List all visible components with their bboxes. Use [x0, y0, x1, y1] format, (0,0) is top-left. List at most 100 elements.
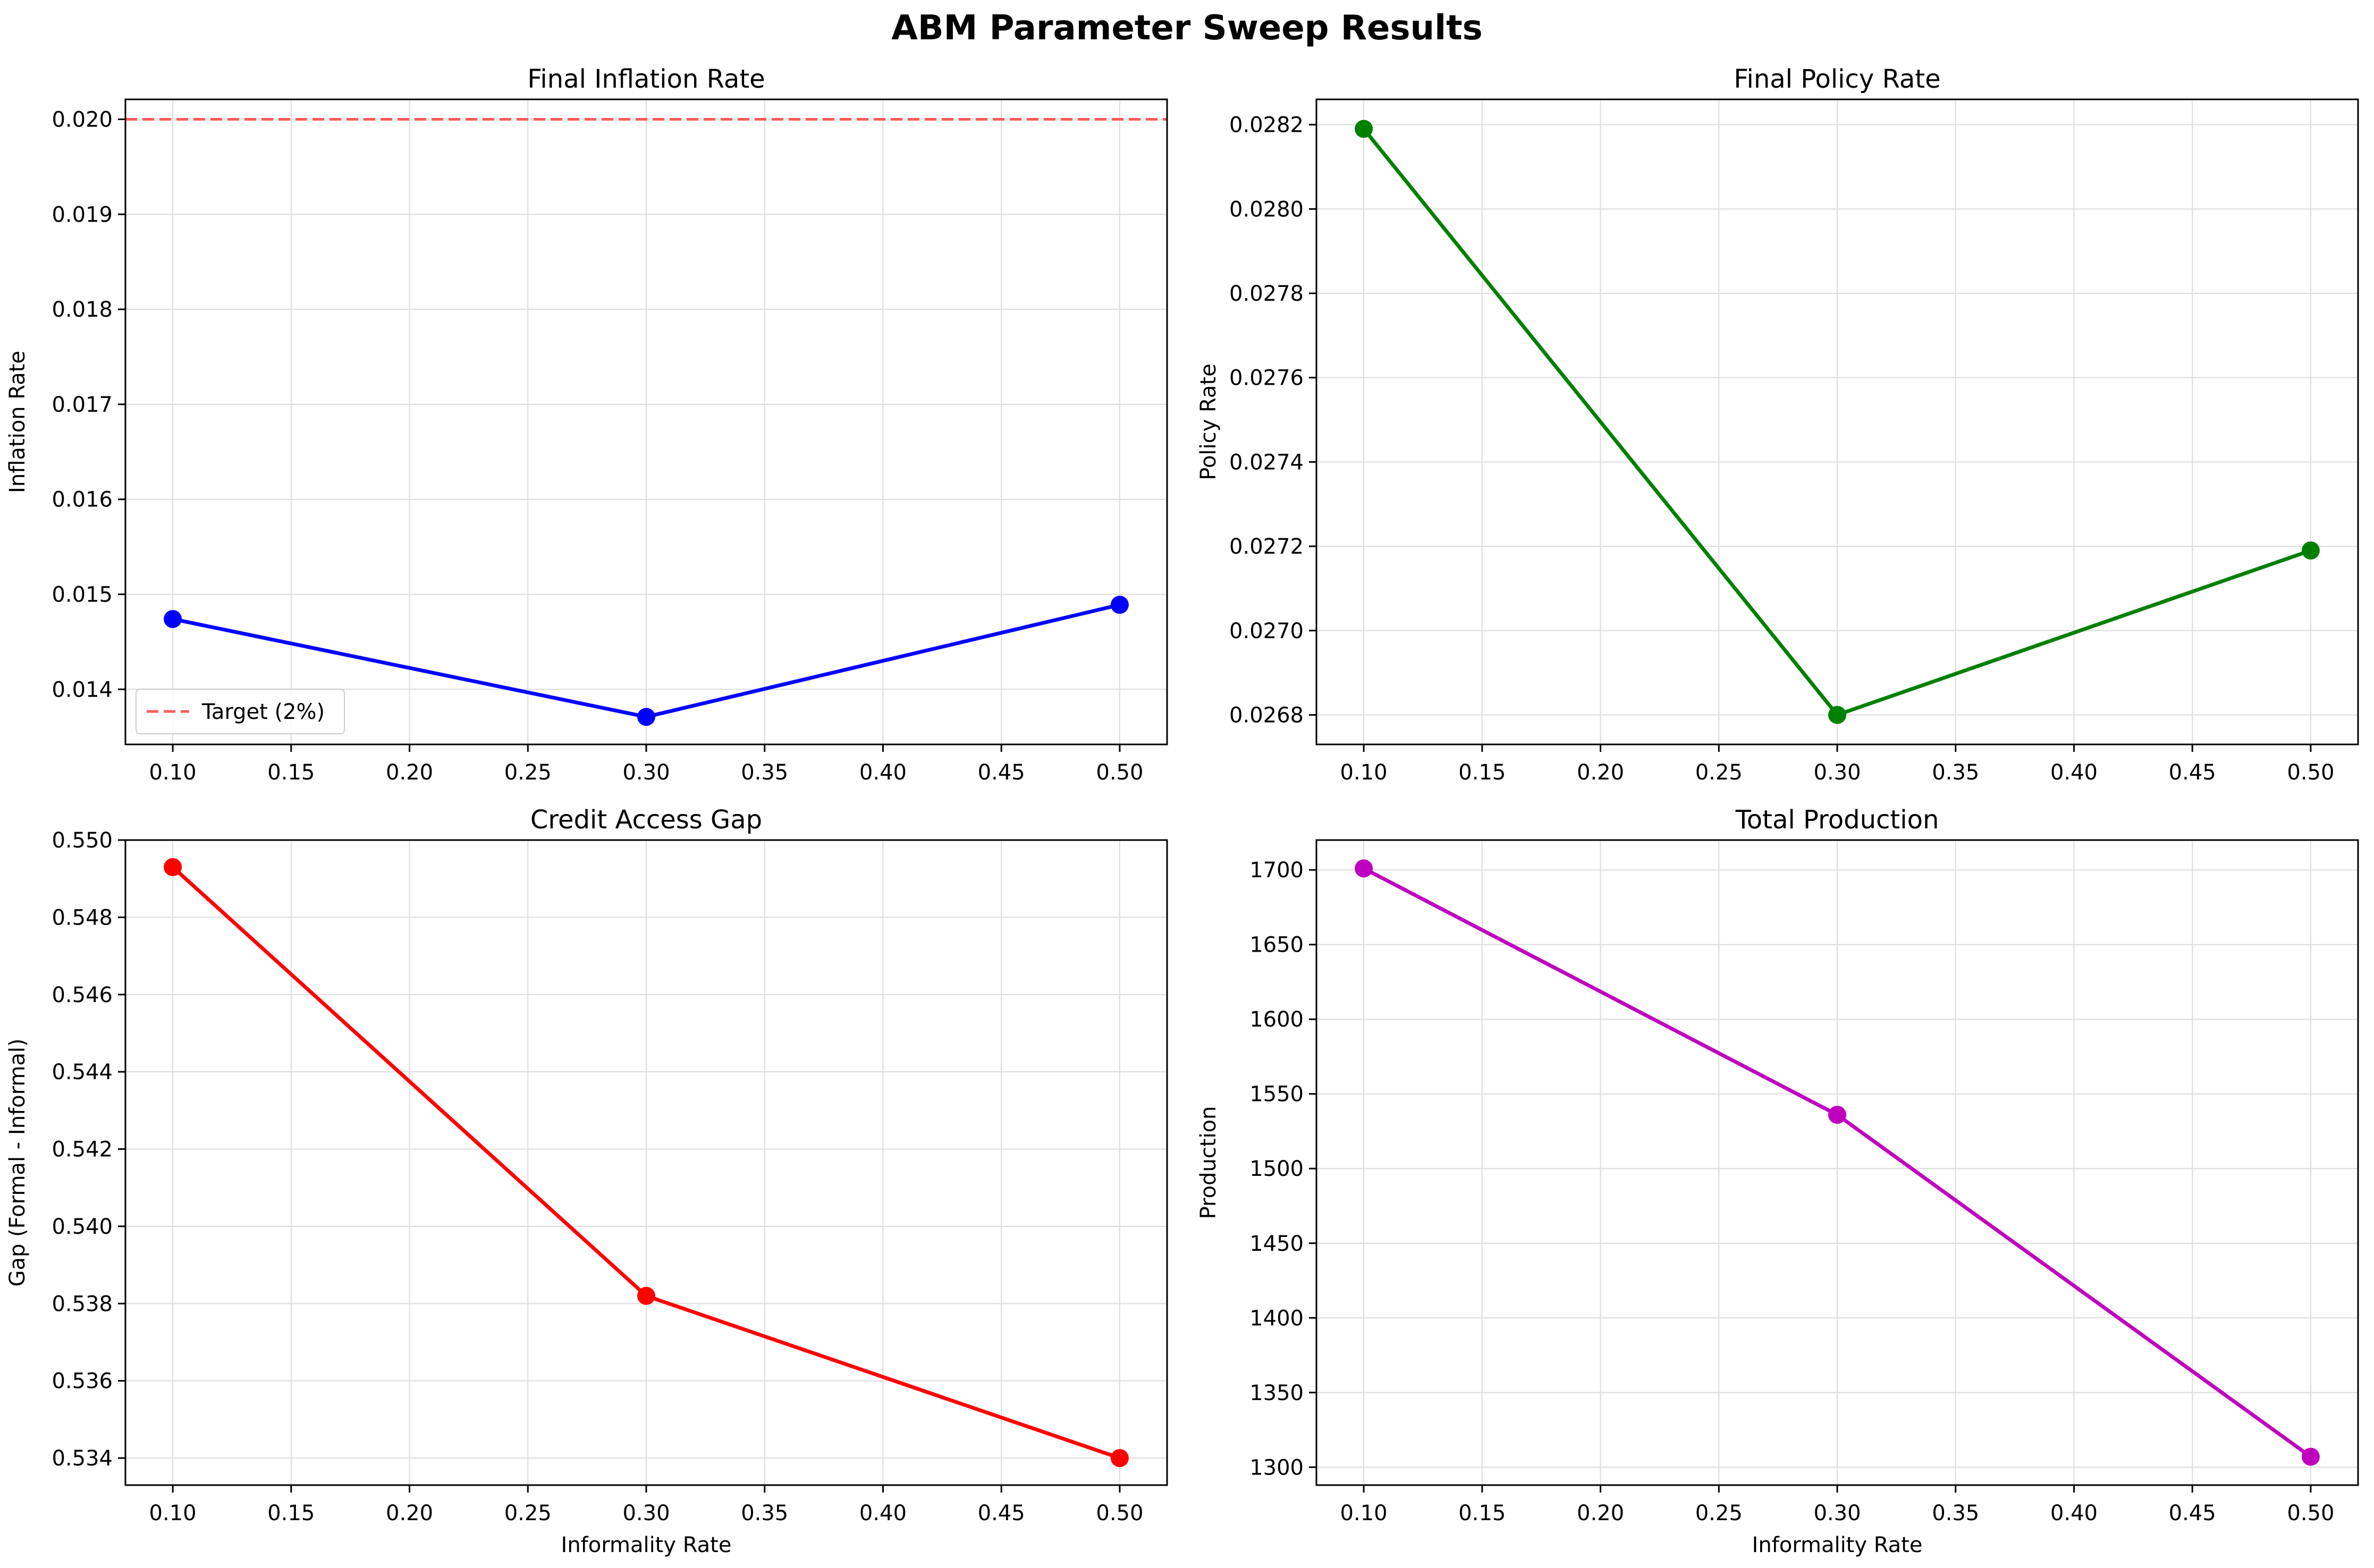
- subplot-4-x-axis-label: Informality Rate: [1752, 1533, 1923, 1557]
- subplot-4-title: Total Production: [1735, 805, 1939, 835]
- subplot-1-data-point: [637, 708, 655, 726]
- subplot-3-x-tick-label: 0.25: [504, 1501, 552, 1525]
- subplot-1-legend-label: Target (2%): [201, 700, 325, 724]
- subplot-3-y-tick-label: 0.550: [52, 828, 113, 853]
- subplot-3-y-tick-label: 0.542: [52, 1138, 113, 1162]
- subplot-2-y-tick-label: 0.0272: [1229, 535, 1304, 559]
- subplot-4-x-tick-label: 0.25: [1695, 1501, 1743, 1525]
- subplot-4-y-tick-label: 1500: [1249, 1157, 1304, 1181]
- subplot-3-x-tick-label: 0.20: [386, 1501, 433, 1525]
- subplot-4-x-tick-label: 0.15: [1458, 1501, 1506, 1525]
- subplot-1-y-tick-label: 0.015: [52, 583, 113, 607]
- subplot-3-y-tick-label: 0.548: [52, 905, 113, 930]
- subplot-3-x-tick-label: 0.40: [859, 1501, 907, 1525]
- subplot-4-y-tick-label: 1550: [1249, 1082, 1304, 1107]
- subplot-1-x-tick-label: 0.15: [267, 760, 315, 785]
- subplot-2-y-axis-label: Policy Rate: [1196, 363, 1221, 480]
- subplot-2-y-tick-label: 0.0278: [1229, 282, 1304, 306]
- subplot-3-x-tick-label: 0.35: [741, 1501, 788, 1525]
- subplot-2-x-tick-label: 0.20: [1577, 760, 1624, 785]
- subplot-1-data-point: [1110, 596, 1129, 614]
- subplot-1-x-tick-label: 0.30: [622, 760, 670, 785]
- subplot-2-y-tick-label: 0.0280: [1229, 197, 1304, 222]
- subplot-3-data-point: [1110, 1449, 1129, 1468]
- subplot-4-data-point: [2301, 1447, 2320, 1466]
- subplot-2-x-tick-label: 0.25: [1695, 760, 1743, 785]
- subplot-4-x-tick-label: 0.35: [1932, 1501, 1979, 1525]
- subplot-4-y-tick-label: 1600: [1249, 1007, 1304, 1032]
- subplot-1-y-tick-label: 0.019: [52, 202, 113, 227]
- subplot-3-data-point: [164, 858, 182, 876]
- subplot-2-y-tick-label: 0.0274: [1229, 450, 1304, 474]
- subplot-4-data-point: [1828, 1106, 1846, 1124]
- subplot-1-y-tick-label: 0.014: [52, 677, 113, 702]
- subplot-1-x-tick-label: 0.50: [1096, 760, 1143, 785]
- subplot-4-x-tick-label: 0.20: [1577, 1501, 1624, 1525]
- subplot-1-data-point: [164, 609, 182, 628]
- figure-title: ABM Parameter Sweep Results: [891, 9, 1483, 48]
- subplot-4-y-tick-label: 1400: [1249, 1306, 1304, 1330]
- subplot-1-x-tick-label: 0.10: [149, 760, 197, 785]
- subplot-4-x-tick-label: 0.10: [1340, 1501, 1388, 1525]
- subplot-4-y-tick-label: 1650: [1249, 933, 1304, 957]
- subplot-3-data-point: [637, 1286, 655, 1305]
- subplot-2-y-tick-label: 0.0282: [1229, 113, 1304, 138]
- subplot-2-x-tick-label: 0.45: [2169, 760, 2216, 785]
- subplot-2-data-point: [1828, 706, 1846, 724]
- subplot-3-x-axis-label: Informality Rate: [561, 1533, 732, 1557]
- subplot-4-y-tick-label: 1450: [1249, 1232, 1304, 1256]
- subplot-2-y-tick-label: 0.0268: [1229, 703, 1304, 727]
- subplot-4-x-tick-label: 0.50: [2287, 1501, 2334, 1525]
- subplot-1-x-tick-label: 0.25: [504, 760, 552, 785]
- subplot-2-data-point: [1355, 120, 1373, 138]
- subplot-2-x-tick-label: 0.30: [1813, 760, 1861, 785]
- subplot-1-y-tick-label: 0.018: [52, 298, 113, 322]
- subplot-1-axes-frame: [124, 98, 1168, 745]
- subplot-4-y-axis-label: Production: [1196, 1106, 1221, 1219]
- subplot-1-legend-box: [136, 689, 345, 734]
- subplot-1-x-tick-label: 0.35: [741, 760, 788, 785]
- subplot-1-title: Final Inflation Rate: [527, 64, 765, 94]
- subplot-3-y-tick-label: 0.544: [52, 1060, 113, 1084]
- subplot-1-y-tick-label: 0.020: [52, 108, 113, 132]
- subplot-3-x-tick-label: 0.50: [1096, 1501, 1143, 1525]
- subplot-3-y-tick-label: 0.534: [52, 1446, 113, 1471]
- subplot-2-y-tick-label: 0.0270: [1229, 619, 1304, 643]
- subplot-3-y-tick-label: 0.538: [52, 1292, 113, 1316]
- subplot-1-x-tick-label: 0.20: [386, 760, 433, 785]
- subplot-3-y-axis-label: Gap (Formal - Informal): [5, 1038, 30, 1286]
- subplot-1-y-tick-label: 0.016: [52, 488, 113, 512]
- subplot-4-axes-frame: [1315, 839, 2359, 1486]
- subplot-4-x-tick-label: 0.45: [2169, 1501, 2216, 1525]
- subplot-2-x-tick-label: 0.10: [1340, 760, 1388, 785]
- subplot-1-y-tick-label: 0.017: [52, 393, 113, 417]
- subplot-2-title: Final Policy Rate: [1734, 64, 1940, 94]
- subplot-1-y-axis-label: Inflation Rate: [5, 351, 30, 493]
- subplot-4-x-tick-label: 0.40: [2050, 1501, 2098, 1525]
- subplot-2-axes-frame: [1315, 98, 2359, 745]
- subplot-3-x-tick-label: 0.15: [267, 1501, 315, 1525]
- subplot-2-x-tick-label: 0.15: [1458, 760, 1506, 785]
- subplot-2-data-point: [2301, 541, 2320, 560]
- subplot-3-x-tick-label: 0.30: [622, 1501, 670, 1525]
- subplot-3-y-tick-label: 0.536: [52, 1369, 113, 1394]
- subplot-4-y-tick-label: 1350: [1249, 1381, 1304, 1405]
- subplot-3-y-tick-label: 0.540: [52, 1215, 113, 1239]
- subplot-3-x-tick-label: 0.10: [149, 1501, 197, 1525]
- subplot-4-x-tick-label: 0.30: [1813, 1501, 1861, 1525]
- subplot-4-y-tick-label: 1300: [1249, 1455, 1304, 1480]
- subplot-3-axes-frame: [124, 839, 1168, 1486]
- subplot-3-y-tick-label: 0.546: [52, 983, 113, 1007]
- subplot-2-x-tick-label: 0.50: [2287, 760, 2334, 785]
- subplot-2-y-tick-label: 0.0276: [1229, 366, 1304, 391]
- subplot-1-x-tick-label: 0.40: [859, 760, 907, 785]
- subplot-3-title: Credit Access Gap: [530, 805, 762, 835]
- subplot-3-x-tick-label: 0.45: [978, 1501, 1025, 1525]
- subplot-4-data-point: [1355, 859, 1373, 878]
- subplot-4-y-tick-label: 1700: [1249, 858, 1304, 883]
- subplot-1-x-tick-label: 0.45: [978, 760, 1025, 785]
- subplot-2-x-tick-label: 0.35: [1932, 760, 1979, 785]
- subplot-2-x-tick-label: 0.40: [2050, 760, 2098, 785]
